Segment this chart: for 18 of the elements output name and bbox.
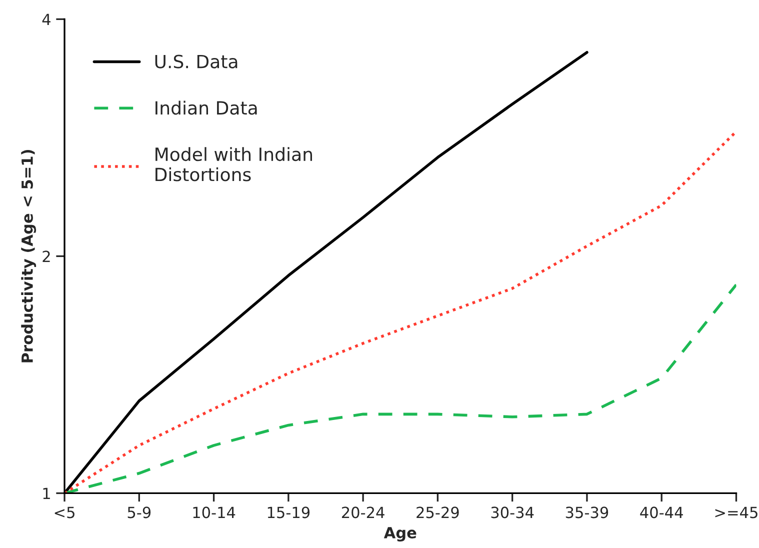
x-tick-label: 30-34 — [491, 506, 534, 518]
x-tick-label: 5-9 — [128, 506, 151, 518]
x-axis-title: Age — [384, 527, 416, 542]
x-tick-label: 35-39 — [566, 506, 608, 518]
y-tick-label: 2 — [42, 250, 50, 262]
x-tick-label: >=45 — [715, 506, 758, 518]
x-tick-label: 10-14 — [193, 506, 236, 518]
y-axis-title: Productivity (Age < 5=1) — [21, 150, 36, 362]
x-tick-label: 40-44 — [640, 506, 683, 518]
legend-label: U.S. Data — [155, 54, 238, 68]
x-tick-label: <5 — [54, 506, 74, 518]
y-tick-label: 4 — [42, 14, 50, 25]
x-tick-label: 25-29 — [416, 506, 459, 518]
x-tick-label: 20-24 — [342, 506, 384, 518]
legend-label: Indian Data — [156, 100, 257, 115]
legend-label: Model with Indian Distortions — [156, 147, 312, 182]
x-tick-label: 15-19 — [268, 506, 310, 518]
y-tick-label: 1 — [43, 488, 50, 500]
